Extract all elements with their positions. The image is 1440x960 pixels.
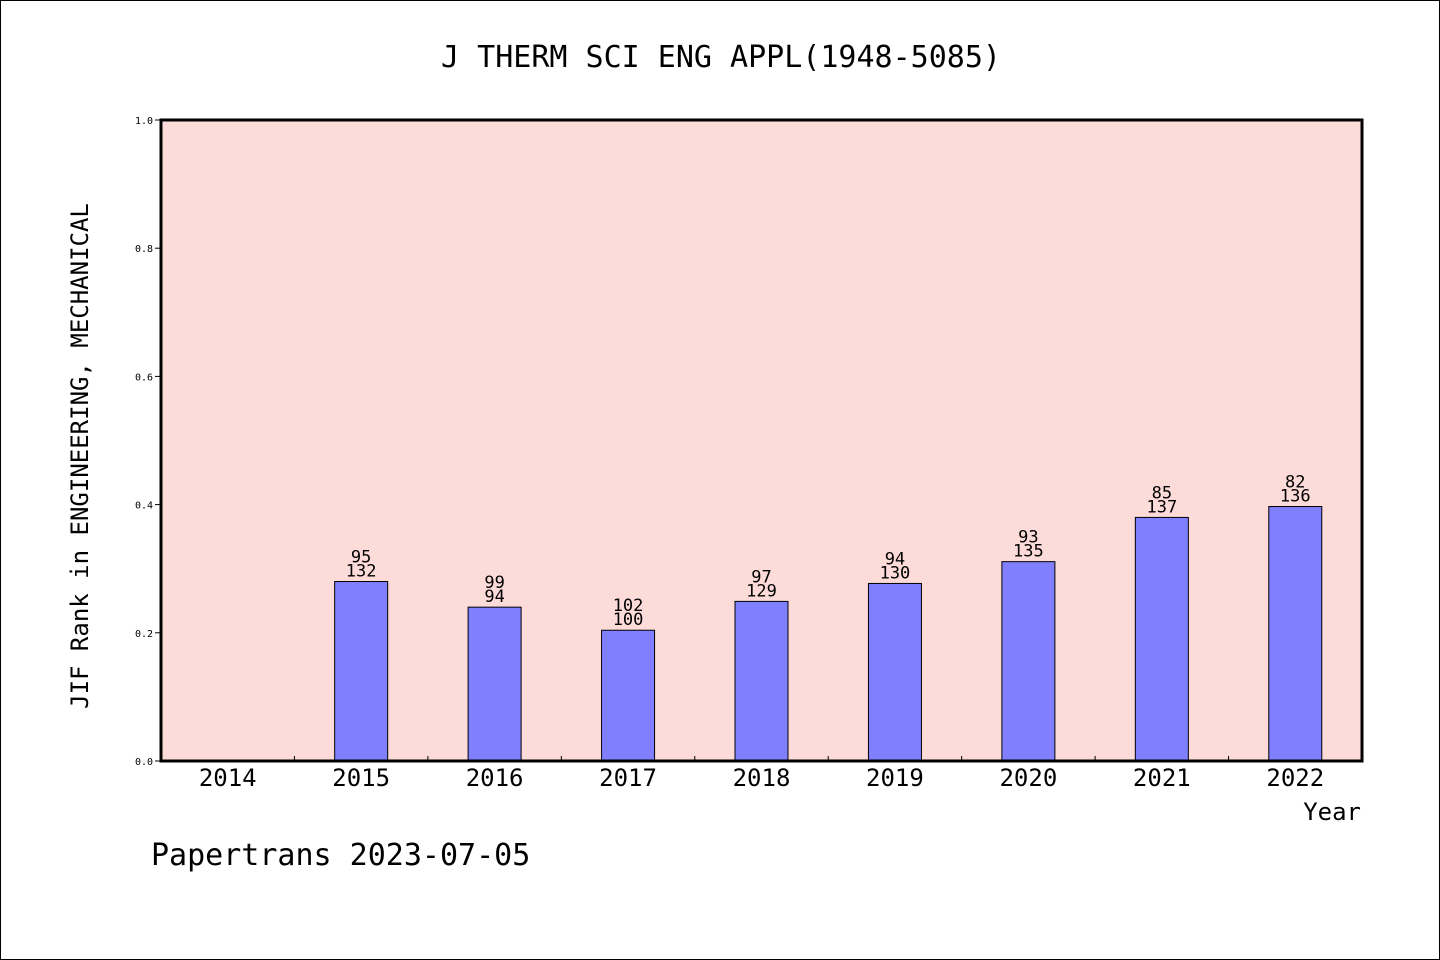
x-tick-label: 2016 (466, 764, 524, 792)
x-tick-label: 2021 (1133, 764, 1191, 792)
bar-total-label: 130 (880, 563, 911, 583)
y-tick-label: 0.2 (135, 629, 153, 640)
y-tick-label: 1.0 (135, 116, 153, 127)
bar-rank-label: 95 (351, 548, 371, 568)
bar-2018 (734, 600, 789, 762)
bar-total-label: 94 (484, 587, 504, 607)
bar-total-label: 135 (1013, 542, 1044, 562)
bar-rank-label: 85 (1152, 483, 1172, 503)
bar-total-label: 136 (1280, 487, 1311, 507)
y-axis-label: JIF Rank in ENGINEERING, MECHANICAL (66, 203, 94, 709)
bar-2021 (1134, 516, 1189, 762)
y-axis: 0.0 0.2 0.4 0.6 0.8 1.0 (135, 116, 161, 768)
y-tick-label: 0.6 (135, 372, 153, 383)
chart-title: J THERM SCI ENG APPL(1948-5085) (441, 40, 1001, 75)
bar-2020 (1001, 561, 1056, 762)
bar-2017 (601, 629, 656, 762)
bar-2022 (1268, 506, 1323, 762)
bar-total-label: 100 (613, 610, 644, 630)
bar-rank-label: 94 (885, 549, 905, 569)
plot-border (159, 118, 1364, 763)
bar-2016 (467, 606, 522, 762)
footer-credit: Papertrans 2023-07-05 (151, 838, 530, 873)
x-axis: 2014 2015 2016 2017 2018 2019 2020 2021 2022 (199, 756, 1324, 792)
x-tick-label: 2018 (733, 764, 791, 792)
bar-rank-label: 99 (484, 573, 504, 593)
x-tick-label: 2014 (199, 764, 257, 792)
bar-total-label: 137 (1146, 497, 1177, 517)
y-tick-label: 0.8 (135, 244, 153, 255)
bar-rank-label: 93 (1018, 528, 1038, 548)
x-axis-label: Year (1303, 798, 1361, 826)
y-tick-label: 0.4 (135, 501, 153, 512)
x-tick-label: 2020 (999, 764, 1057, 792)
bar-rank-label: 82 (1285, 473, 1305, 493)
bar-total-label: 132 (346, 562, 377, 582)
bar-rank-label: 102 (613, 596, 644, 616)
bars (334, 506, 1323, 762)
x-tick-label: 2015 (332, 764, 390, 792)
x-tick-label: 2017 (599, 764, 657, 792)
x-tick-label: 2022 (1266, 764, 1324, 792)
bar-2019 (867, 582, 922, 762)
y-tick-label: 0.0 (135, 757, 153, 768)
bar-2015 (334, 581, 389, 762)
bar-rank-label: 97 (751, 567, 771, 587)
x-tick-label: 2019 (866, 764, 924, 792)
bar-total-label: 129 (746, 581, 777, 601)
